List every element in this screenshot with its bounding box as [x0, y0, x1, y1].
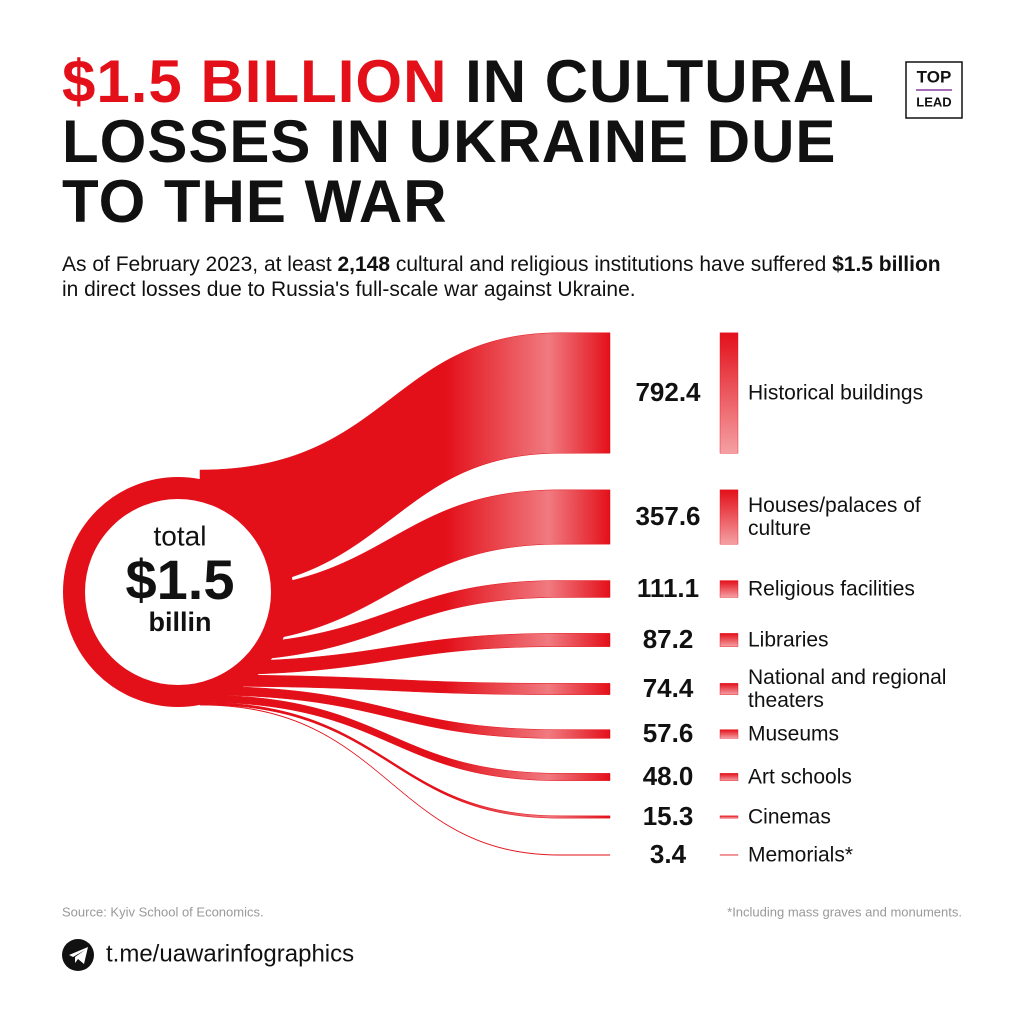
bar — [719, 773, 739, 781]
flow — [199, 580, 611, 662]
logo-top: TOP — [917, 67, 952, 86]
flow — [199, 704, 611, 856]
title-rest: IN CULTURAL LOSSES IN UKRAINE DUE TO THE… — [62, 48, 874, 235]
flow — [199, 633, 611, 676]
subtitle-part: cultural and religious institutions have… — [390, 253, 833, 276]
subtitle-part: 2,148 — [337, 253, 391, 276]
category-label: Religious facilities — [748, 577, 915, 601]
category-label: Libraries — [748, 628, 829, 652]
category-label: Historical buildings — [748, 381, 924, 405]
bar — [719, 489, 739, 545]
category-label: National and regional theaters — [748, 666, 947, 712]
value-label: 357.6 — [635, 501, 700, 531]
subtitle-part: As of February 2023, at least — [62, 253, 338, 276]
total-circle — [63, 477, 293, 707]
bar — [719, 683, 739, 695]
value-label: 48.0 — [643, 761, 694, 791]
value-label: 792.4 — [635, 377, 701, 407]
flow — [199, 332, 611, 591]
bar — [719, 332, 739, 454]
flow — [199, 489, 611, 646]
category-label: Museums — [748, 722, 840, 746]
value-label: 111.1 — [637, 573, 699, 603]
footnote: *Including mass graves and monuments. — [727, 904, 962, 919]
flow — [199, 694, 611, 781]
center-value: $1.5 — [126, 548, 235, 611]
value-label: 57.6 — [643, 718, 694, 748]
category-label: Memorials* — [748, 843, 854, 867]
bar — [719, 729, 739, 739]
center-unit: billin — [149, 607, 212, 637]
flow — [199, 674, 611, 695]
telegram-plane — [69, 947, 88, 964]
bar — [719, 580, 739, 598]
flow — [199, 685, 611, 739]
subtitle-part: $1.5 billion — [832, 253, 941, 276]
subtitle: As of February 2023, at least 2,148 cult… — [62, 252, 962, 302]
title: $1.5 BILLION IN CULTURAL LOSSES IN UKRAI… — [62, 52, 892, 232]
value-label: 3.4 — [650, 839, 687, 869]
subtitle-part: in direct losses due to Russia's full-sc… — [62, 278, 636, 301]
category-label: Art schools — [748, 765, 852, 789]
link[interactable]: t.me/uawarinfographics — [106, 940, 354, 967]
source: Source: Kyiv School of Economics. — [62, 904, 264, 919]
category-label: Cinemas — [748, 805, 831, 829]
value-label: 74.4 — [643, 673, 694, 703]
title-highlight: $1.5 BILLION — [62, 48, 448, 115]
bar — [719, 633, 739, 647]
bar — [719, 815, 739, 819]
center-label: total — [154, 520, 207, 551]
logo-bottom: LEAD — [916, 94, 951, 109]
flow — [199, 702, 611, 819]
category-label: Houses/palaces of culture — [748, 494, 921, 540]
value-label: 15.3 — [643, 801, 694, 831]
bar — [719, 854, 739, 856]
value-label: 87.2 — [643, 624, 694, 654]
